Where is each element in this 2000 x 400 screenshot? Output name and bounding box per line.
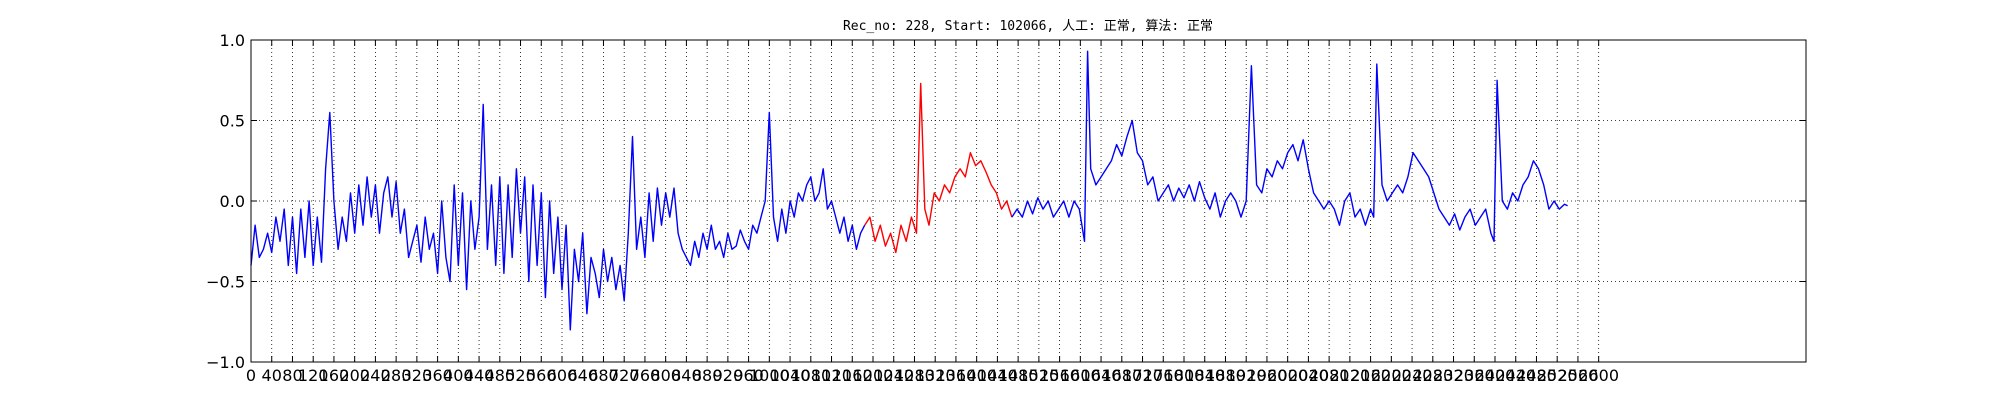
y-axis: 1.0 0.5 0.0 −0.5 −1.0 [206,31,1806,372]
x-tick-label: 2000 [1267,366,1308,385]
x-axis: 0 40 8012016020024028032036040044048052056… [246,40,1619,385]
x-tick-label: 2160 [1350,366,1391,385]
x-tick-label: 800 [650,366,681,385]
x-tick-label: 640 [567,366,598,385]
x-tick-label: 2320 [1433,366,1474,385]
y-tick-label: −1.0 [206,353,245,372]
x-tick-label: 1080 [790,366,831,385]
x-tick-label: 2400 [1475,366,1516,385]
grid-lines [251,40,1806,362]
x-tick-label: 1960 [1247,366,1288,385]
x-tick-label: 2280 [1412,366,1453,385]
x-tick-label: 2600 [1578,366,1619,385]
x-tick-label: 1320 [915,366,956,385]
x-tick-label: 1280 [894,366,935,385]
x-tick-label: 1040 [770,366,811,385]
x-tick-label: 720 [609,366,640,385]
x-tick-label: 0 [246,366,256,385]
x-tick-label: 520 [505,366,536,385]
x-tick-label: 280 [381,366,412,385]
x-tick-label: 2360 [1454,366,1495,385]
x-tick-label: 2240 [1392,366,1433,385]
x-tick-label: 1520 [1019,366,1060,385]
x-tick-label: 2480 [1516,366,1557,385]
x-tick-label: 400 [443,366,474,385]
y-tick-label: 0.5 [220,112,245,131]
x-tick-label: 1760 [1143,366,1184,385]
y-tick-label: 0.0 [220,192,245,211]
x-tick-label: 760 [630,366,661,385]
x-tick-label: 1880 [1205,366,1246,385]
x-tick-label: 480 [485,366,516,385]
x-tick-label: 160 [319,366,350,385]
x-tick-label: 600 [547,366,578,385]
chart-title: Rec_no: 228, Start: 102066, 人工: 正常, 算法: … [843,19,1213,34]
x-tick-label: 1440 [977,366,1018,385]
x-tick-label: 840 [671,366,702,385]
x-tick-label: 1640 [1081,366,1122,385]
x-tick-label: 40 [262,366,282,385]
x-tick-label: 2040 [1288,366,1329,385]
x-tick-label: 920 [713,366,744,385]
x-tick-label: 1840 [1184,366,1225,385]
ecg-waveform [250,50,1568,331]
x-tick-label: 2560 [1558,366,1599,385]
ecg-series-line-2 [864,82,1013,254]
x-tick-label: 2440 [1495,366,1536,385]
x-tick-label: 2120 [1330,366,1371,385]
plot-frame [250,39,1807,363]
x-tick-label: 440 [464,366,495,385]
x-tick-label: 200 [339,366,370,385]
x-tick-label: 1400 [956,366,997,385]
x-tick-label: 240 [360,366,391,385]
x-tick-label: 560 [526,366,557,385]
x-tick-label: 680 [588,366,619,385]
x-tick-label: 1160 [832,366,873,385]
x-tick-label: 1240 [873,366,914,385]
ecg-series-line-1 [250,103,866,331]
x-tick-label: 1720 [1122,366,1163,385]
x-tick-label: 1360 [936,366,977,385]
x-tick-label: 1800 [1164,366,1205,385]
x-tick-label: 1120 [811,366,852,385]
x-tick-label: 1680 [1101,366,1142,385]
x-tick-label: 2520 [1537,366,1578,385]
x-tick-label: 880 [692,366,723,385]
x-tick-label: 1920 [1226,366,1267,385]
x-tick-label: 360 [422,366,453,385]
x-tick-label: 1000 [749,366,790,385]
x-tick-label: 120 [298,366,329,385]
x-tick-label: 960 [733,366,764,385]
y-tick-label: 1.0 [220,31,245,50]
x-tick-label: 320 [402,366,433,385]
x-tick-label: 1200 [853,366,894,385]
x-tick-label: 80 [282,366,302,385]
y-tick-label: −0.5 [206,273,245,292]
x-tick-label: 1600 [1060,366,1101,385]
x-tick-label: 2080 [1309,366,1350,385]
x-tick-label: 1560 [1039,366,1080,385]
x-tick-label: 2200 [1371,366,1412,385]
ecg-series-line-3 [1011,50,1568,243]
x-tick-label: 1480 [998,366,1039,385]
